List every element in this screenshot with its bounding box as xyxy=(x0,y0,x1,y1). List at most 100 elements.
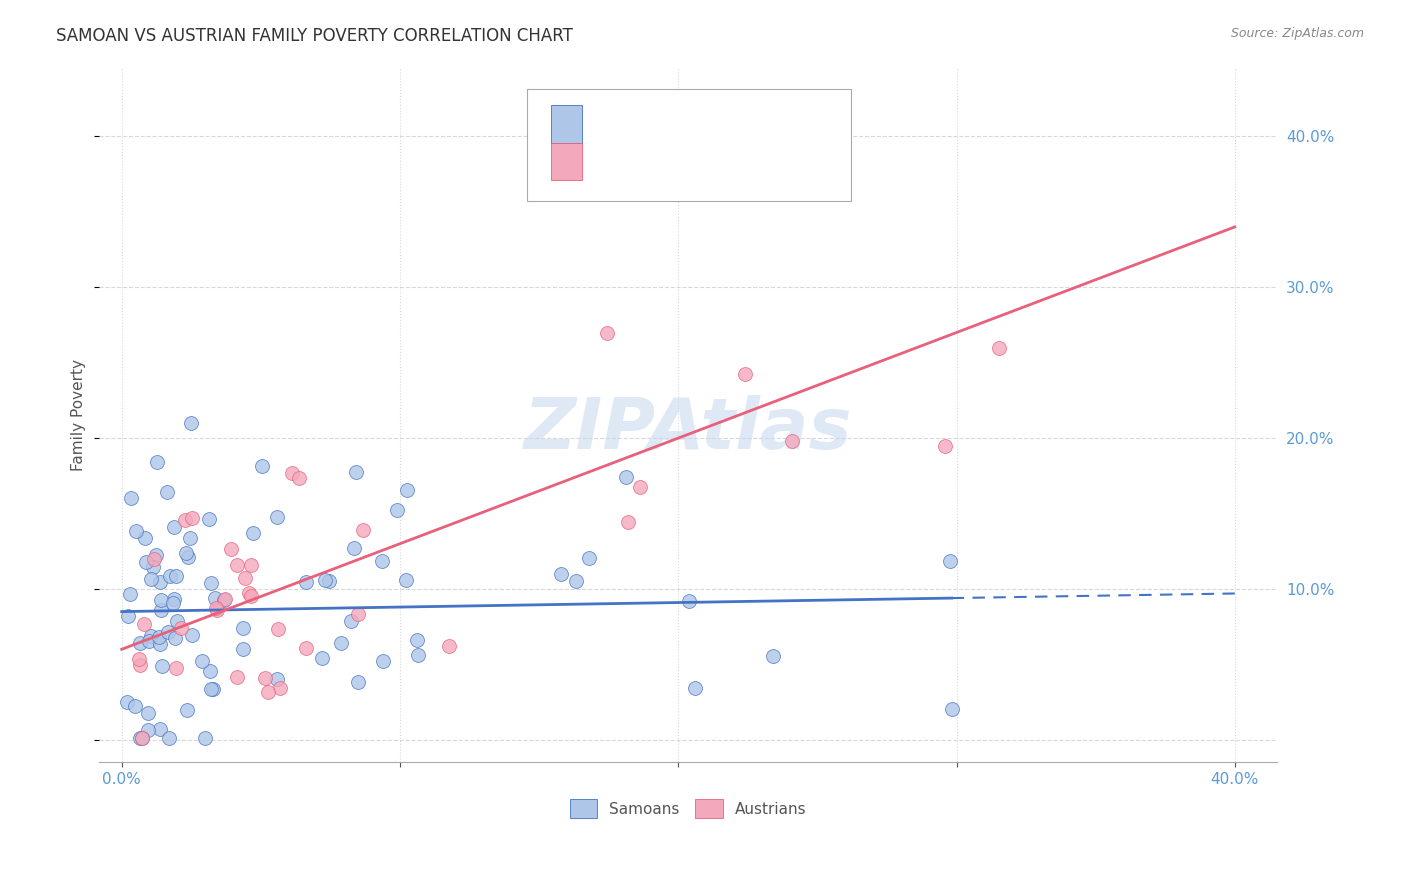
Point xyxy=(128,652,150,666)
Point xyxy=(406,648,429,662)
Point xyxy=(146,455,169,469)
Point xyxy=(142,551,165,566)
Point xyxy=(166,614,188,628)
Point xyxy=(339,614,361,628)
Point xyxy=(239,590,262,604)
Point xyxy=(683,681,706,695)
Point xyxy=(988,342,1011,356)
Point xyxy=(181,510,204,524)
Point xyxy=(396,483,419,498)
Point xyxy=(219,541,242,556)
Text: N =: N = xyxy=(717,117,751,131)
Y-axis label: Family Poverty: Family Poverty xyxy=(72,359,86,472)
Point xyxy=(139,629,162,643)
Point xyxy=(565,574,588,589)
Point xyxy=(136,723,159,737)
Text: SAMOAN VS AUSTRIAN FAMILY POVERTY CORRELATION CHART: SAMOAN VS AUSTRIAN FAMILY POVERTY CORREL… xyxy=(56,27,574,45)
Text: R =: R = xyxy=(596,117,630,131)
Point xyxy=(294,575,316,590)
Point xyxy=(163,591,186,606)
Point xyxy=(269,681,291,695)
Point xyxy=(120,587,142,601)
Point xyxy=(191,654,214,668)
Point xyxy=(150,658,173,673)
Text: 82: 82 xyxy=(768,117,789,131)
Point xyxy=(128,636,150,650)
Point xyxy=(550,567,572,582)
Point xyxy=(165,661,187,675)
Point xyxy=(288,470,311,484)
Point xyxy=(780,434,803,448)
Point xyxy=(628,480,651,494)
Point xyxy=(405,632,427,647)
Point xyxy=(156,485,179,500)
Point xyxy=(352,523,374,537)
Point xyxy=(941,701,963,715)
Point xyxy=(214,592,236,607)
Point xyxy=(131,731,153,746)
Point xyxy=(232,621,254,635)
Point xyxy=(343,541,366,555)
Point xyxy=(177,550,200,565)
Point xyxy=(162,596,184,610)
Point xyxy=(678,594,700,608)
Point xyxy=(135,555,157,569)
Point xyxy=(174,513,197,527)
Text: 0.681: 0.681 xyxy=(650,154,697,169)
Point xyxy=(344,465,367,479)
Point xyxy=(266,622,288,636)
Point xyxy=(166,568,188,582)
Point xyxy=(159,569,181,583)
Point xyxy=(149,637,172,651)
Point xyxy=(226,558,249,573)
Point xyxy=(734,367,756,381)
Point xyxy=(117,609,139,624)
Point xyxy=(212,593,235,607)
Point xyxy=(347,675,370,690)
Point xyxy=(437,639,460,653)
Point xyxy=(266,672,288,686)
Point xyxy=(198,511,221,525)
Point xyxy=(595,326,617,341)
Point xyxy=(204,601,226,615)
Point xyxy=(232,642,254,657)
Point xyxy=(128,657,150,672)
Point xyxy=(318,574,340,588)
Point xyxy=(131,731,153,746)
Point xyxy=(149,722,172,736)
Point xyxy=(201,681,224,696)
Point xyxy=(125,524,148,538)
Point xyxy=(149,592,172,607)
Point xyxy=(294,640,316,655)
Point xyxy=(117,695,139,709)
Point xyxy=(200,681,222,696)
Point xyxy=(156,625,179,640)
Point xyxy=(136,706,159,720)
Text: N =: N = xyxy=(717,154,751,169)
Point xyxy=(176,703,198,717)
Point xyxy=(395,573,418,587)
Point xyxy=(373,654,395,668)
Point xyxy=(134,531,156,545)
Point xyxy=(311,650,333,665)
Point xyxy=(120,491,142,505)
Point xyxy=(148,630,170,644)
Point xyxy=(198,664,221,678)
Point xyxy=(242,526,264,541)
Point xyxy=(150,603,173,617)
Point xyxy=(614,470,637,484)
Point xyxy=(266,509,288,524)
Point xyxy=(257,685,280,699)
Point xyxy=(194,731,217,746)
Point xyxy=(370,554,392,568)
Point xyxy=(233,571,256,585)
Point xyxy=(225,670,247,684)
Point xyxy=(139,572,162,586)
Point xyxy=(385,503,408,517)
Point xyxy=(578,551,600,566)
Point xyxy=(180,628,202,642)
Point xyxy=(934,439,956,453)
Point xyxy=(205,603,228,617)
Point xyxy=(145,548,167,562)
Point xyxy=(170,621,193,635)
